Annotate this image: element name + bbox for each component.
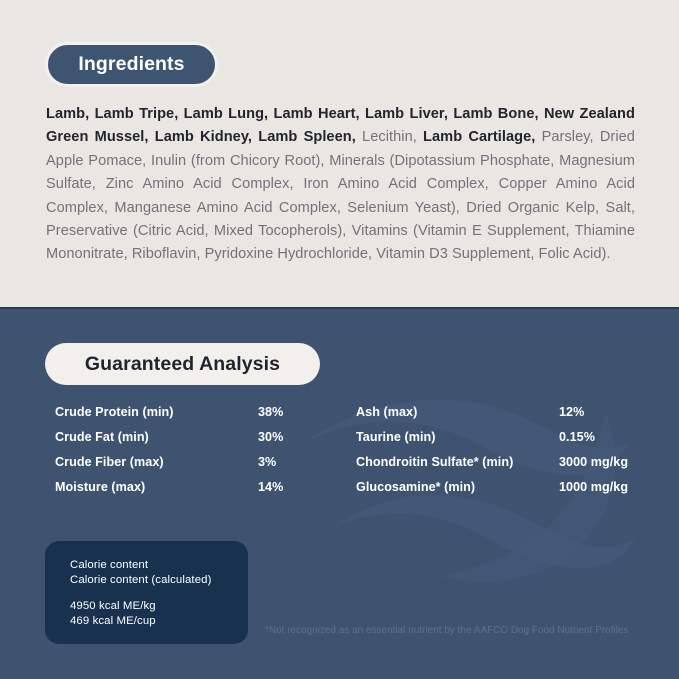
guaranteed-analysis-heading-pill: Guaranteed Analysis <box>45 343 320 385</box>
calorie-content-value-cup: 469 kcal ME/cup <box>70 615 156 628</box>
table-row: Crude Protein (min) 38% <box>55 405 345 430</box>
calorie-content-label-1: Calorie content <box>70 559 149 571</box>
nutrient-label: Crude Fiber (max) <box>55 455 164 469</box>
calorie-content-value-kg: 4950 kcal ME/kg <box>70 599 156 612</box>
table-row: Glucosamine* (min) 1000 mg/kg <box>356 480 646 505</box>
ingredients-segment-bold-2: Lamb Cartilage, <box>416 129 536 146</box>
ingredients-segment-light-1: Lecithin, <box>355 129 417 146</box>
nutrient-value: 38% <box>258 405 284 419</box>
nutrient-label: Crude Fat (min) <box>55 430 149 444</box>
nutrient-value: 3000 mg/kg <box>559 455 629 469</box>
ingredients-section: Ingredients Lamb, Lamb Tripe, Lamb Lung,… <box>0 0 679 307</box>
table-row: Crude Fat (min) 30% <box>55 430 345 455</box>
nutrient-value: 0.15% <box>559 430 595 444</box>
ingredients-segment-bold-1: Lamb, Lamb Tripe, Lamb Lung, Lamb Heart,… <box>46 106 635 146</box>
nutrient-value: 30% <box>258 430 284 444</box>
table-row: Chondroitin Sulfate* (min) 3000 mg/kg <box>356 455 646 480</box>
nutrient-label: Crude Protein (min) <box>55 405 174 419</box>
nutrient-value: 12% <box>559 405 585 419</box>
section-divider <box>0 307 679 309</box>
calorie-content-label-2: Calorie content (calculated) <box>70 574 212 587</box>
table-row: Ash (max) 12% <box>356 405 646 430</box>
nutrient-label: Glucosamine* (min) <box>356 480 476 494</box>
calorie-content-box: Calorie content Calorie content (calcula… <box>45 541 248 644</box>
nutrient-label: Chondroitin Sulfate* (min) <box>356 455 514 469</box>
ingredients-text: Lamb, Lamb Tripe, Lamb Lung, Lamb Heart,… <box>46 103 635 267</box>
nutrient-value: 14% <box>258 480 284 494</box>
spacer <box>70 589 248 599</box>
nutrient-label: Moisture (max) <box>55 480 146 494</box>
nutrient-value: 1000 mg/kg <box>559 480 629 494</box>
analysis-column-right: Ash (max) 12% Taurine (min) 0.15% Chondr… <box>356 405 646 505</box>
aafco-footnote: *Not recognized as an essential nutrient… <box>265 625 629 636</box>
nutrient-value: 3% <box>258 455 277 469</box>
ingredients-heading-pill: Ingredients <box>45 42 218 87</box>
table-row: Crude Fiber (max) 3% <box>55 455 345 480</box>
nutrient-label: Ash (max) <box>356 405 418 419</box>
ingredients-segment-light-2: Parsley, Dried Apple Pomace, Inulin (fro… <box>46 129 635 263</box>
table-row: Moisture (max) 14% <box>55 480 345 505</box>
analysis-column-left: Crude Protein (min) 38% Crude Fat (min) … <box>55 405 345 505</box>
nutrient-label: Taurine (min) <box>356 430 436 444</box>
table-row: Taurine (min) 0.15% <box>356 430 646 455</box>
